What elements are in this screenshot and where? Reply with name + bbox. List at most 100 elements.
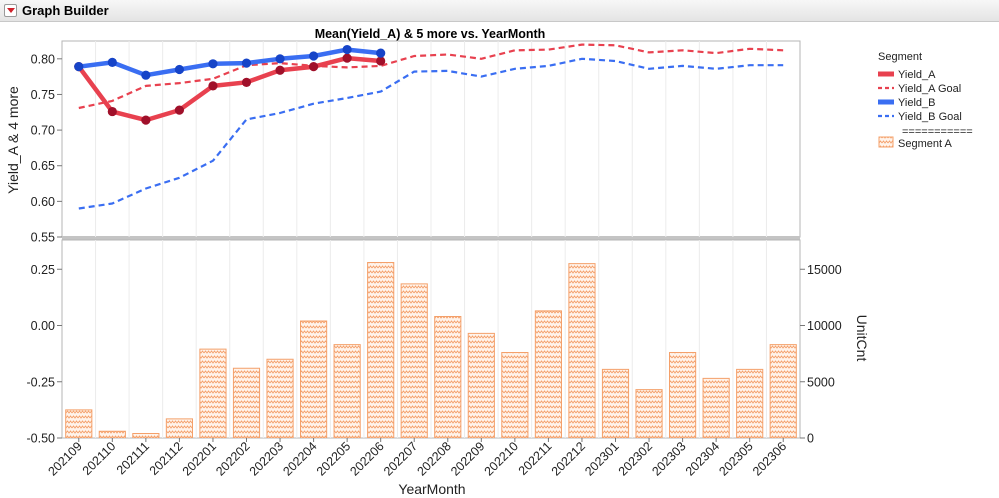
point-yield_b[interactable] bbox=[376, 48, 386, 58]
top-y-axis-label[interactable]: Yield_A & 4 more bbox=[5, 86, 21, 194]
point-yield_b[interactable] bbox=[74, 62, 84, 72]
yield-lines bbox=[74, 43, 784, 210]
bar-202110[interactable] bbox=[98, 430, 126, 438]
bar-202303[interactable] bbox=[669, 352, 697, 439]
x-tick-label: 202205 bbox=[314, 439, 353, 478]
x-tick-label: 202302 bbox=[616, 439, 655, 478]
disclosure-red-triangle-icon[interactable] bbox=[4, 4, 17, 17]
point-yield_a[interactable] bbox=[107, 106, 117, 117]
legend-item-label[interactable]: Yield_B Goal bbox=[898, 111, 962, 123]
bar-202112[interactable] bbox=[165, 418, 193, 438]
bar-202306[interactable] bbox=[769, 344, 797, 438]
x-tick-label: 202301 bbox=[582, 439, 621, 478]
x-tick-label: 202306 bbox=[750, 439, 789, 478]
window-title: Graph Builder bbox=[22, 3, 109, 18]
series-line-yield_b[interactable] bbox=[76, 47, 383, 78]
bar-202204[interactable] bbox=[300, 320, 328, 438]
bar-202209[interactable] bbox=[467, 332, 495, 438]
point-yield_a[interactable] bbox=[275, 65, 285, 75]
legend-item-label[interactable]: Yield_A Goal bbox=[898, 83, 961, 95]
window-title-bar: Graph Builder bbox=[0, 0, 999, 22]
point-yield_b[interactable] bbox=[174, 64, 185, 75]
right-y-tick-label: 5000 bbox=[807, 375, 835, 389]
bar-202207[interactable] bbox=[400, 283, 428, 438]
top-y-tick-label: 0.55 bbox=[31, 231, 55, 245]
bottom-left-y-tick-label: -0.50 bbox=[27, 432, 56, 446]
top-y-tick-label: 0.80 bbox=[31, 52, 55, 66]
x-tick-label: 202211 bbox=[516, 439, 555, 478]
x-tick-label: 202202 bbox=[213, 439, 252, 478]
bottom-left-y-tick-label: 0.25 bbox=[31, 263, 55, 277]
bar-202210[interactable] bbox=[501, 352, 529, 439]
point-yield_b[interactable] bbox=[107, 57, 117, 67]
bar-202201[interactable] bbox=[199, 348, 227, 438]
point-yield_b[interactable] bbox=[308, 51, 319, 61]
bottom-left-y-axis: 0.25 0.00 -0.25 -0.50 bbox=[27, 263, 62, 446]
bottom-left-y-tick-label: -0.25 bbox=[27, 375, 56, 389]
bottom-panel-gridlines bbox=[95, 240, 767, 438]
point-yield_a[interactable] bbox=[308, 62, 319, 72]
x-tick-label: 202207 bbox=[381, 439, 420, 478]
x-tick-label: 202201 bbox=[180, 439, 219, 478]
point-yield_b[interactable] bbox=[241, 58, 252, 68]
bar-202301[interactable] bbox=[601, 368, 630, 438]
x-tick-label: 202305 bbox=[716, 439, 755, 478]
bar-202111[interactable] bbox=[132, 433, 160, 439]
point-yield_a[interactable] bbox=[342, 53, 352, 63]
top-y-tick-label: 0.75 bbox=[31, 88, 55, 102]
legend-title: Segment bbox=[878, 51, 922, 63]
legend-separator: =========== bbox=[902, 126, 973, 138]
bar-202208[interactable] bbox=[434, 316, 462, 439]
point-yield_a[interactable] bbox=[208, 81, 218, 91]
right-y-axis-label[interactable]: UnitCnt bbox=[854, 315, 870, 362]
series-line-yield_a-goal[interactable] bbox=[78, 43, 784, 110]
point-yield_b[interactable] bbox=[342, 44, 352, 55]
legend-item-label[interactable]: Segment A bbox=[898, 138, 952, 150]
top-y-tick-label: 0.60 bbox=[31, 195, 55, 209]
point-yield_a[interactable] bbox=[141, 115, 151, 125]
point-yield_a[interactable] bbox=[376, 56, 386, 66]
x-tick-label: 202303 bbox=[649, 439, 688, 478]
point-yield_b[interactable] bbox=[141, 70, 151, 80]
point-yield_b[interactable] bbox=[275, 54, 285, 64]
bar-202211[interactable] bbox=[534, 310, 562, 438]
bar-202304[interactable] bbox=[702, 377, 730, 438]
x-axis-label[interactable]: YearMonth bbox=[398, 481, 465, 497]
bar-202212[interactable] bbox=[568, 263, 596, 438]
bar-202203[interactable] bbox=[266, 358, 294, 438]
x-tick-label: 202304 bbox=[683, 439, 722, 478]
x-axis: 2021092021102021112021122022012022022022… bbox=[45, 438, 789, 479]
bar-202302[interactable] bbox=[635, 389, 663, 438]
x-tick-label: 202208 bbox=[414, 439, 453, 478]
bar-202202[interactable] bbox=[232, 367, 261, 438]
point-yield_a[interactable] bbox=[174, 105, 185, 115]
x-tick-label: 202203 bbox=[247, 439, 286, 478]
legend[interactable]: Segment Yield_A Yield_A Goal Yield_B Yield_… bbox=[878, 51, 973, 150]
top-y-tick-label: 0.70 bbox=[31, 124, 55, 138]
series-line-yield_b-goal[interactable] bbox=[78, 57, 784, 210]
point-yield_b[interactable] bbox=[208, 59, 218, 69]
bar-202205[interactable] bbox=[333, 344, 361, 438]
x-tick-label: 202206 bbox=[347, 439, 386, 478]
bar-202109[interactable] bbox=[65, 409, 93, 438]
x-tick-label: 202212 bbox=[549, 439, 588, 478]
legend-item-label[interactable]: Yield_B bbox=[898, 97, 936, 109]
bottom-right-y-axis: 15000 10000 5000 0 bbox=[800, 263, 842, 446]
x-tick-label: 202204 bbox=[280, 439, 319, 478]
panel-splitter[interactable] bbox=[62, 236, 800, 240]
right-y-tick-label: 0 bbox=[807, 432, 814, 446]
legend-item-label[interactable]: Yield_A bbox=[898, 69, 936, 81]
x-tick-label: 202209 bbox=[448, 439, 487, 478]
bar-202305[interactable] bbox=[736, 368, 764, 438]
top-y-tick-label: 0.65 bbox=[31, 159, 55, 173]
legend-swatch-segment-a bbox=[878, 136, 894, 148]
bar-202206[interactable] bbox=[367, 262, 395, 439]
point-yield_a[interactable] bbox=[241, 77, 252, 87]
x-tick-label: 202112 bbox=[147, 439, 186, 478]
series-line-yield_a[interactable] bbox=[76, 55, 383, 123]
unitcnt-bars bbox=[65, 262, 797, 439]
x-tick-label: 202210 bbox=[482, 439, 521, 478]
top-y-axis: 0.80 0.75 0.70 0.65 0.60 0.55 bbox=[31, 52, 62, 245]
top-panel-gridlines bbox=[95, 41, 767, 237]
